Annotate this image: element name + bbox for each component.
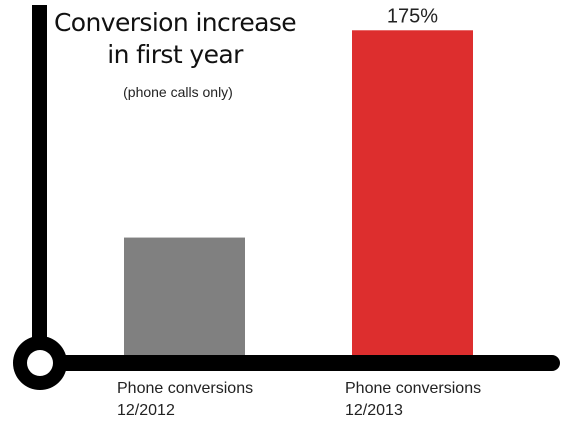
chart-subtitle: (phone calls only) <box>123 84 233 100</box>
category-label-2012-line-2: 12/2012 <box>117 402 175 419</box>
y-axis-line <box>32 5 47 357</box>
bar-phone-conversions-2012 <box>124 237 245 356</box>
data-label-2013: 175% <box>387 5 438 27</box>
chart-title-line-1: Conversion increase <box>54 8 296 37</box>
chart-title-line-2: in first year <box>107 40 244 69</box>
category-label-2013-line-1: Phone conversions <box>345 380 481 397</box>
category-label-2013-line-2: 12/2013 <box>345 402 403 419</box>
bar-phone-conversions-2013 <box>352 30 473 357</box>
axis-origin-hole <box>27 350 53 376</box>
x-axis-line <box>40 355 560 371</box>
category-label-2012-line-1: Phone conversions <box>117 380 253 397</box>
